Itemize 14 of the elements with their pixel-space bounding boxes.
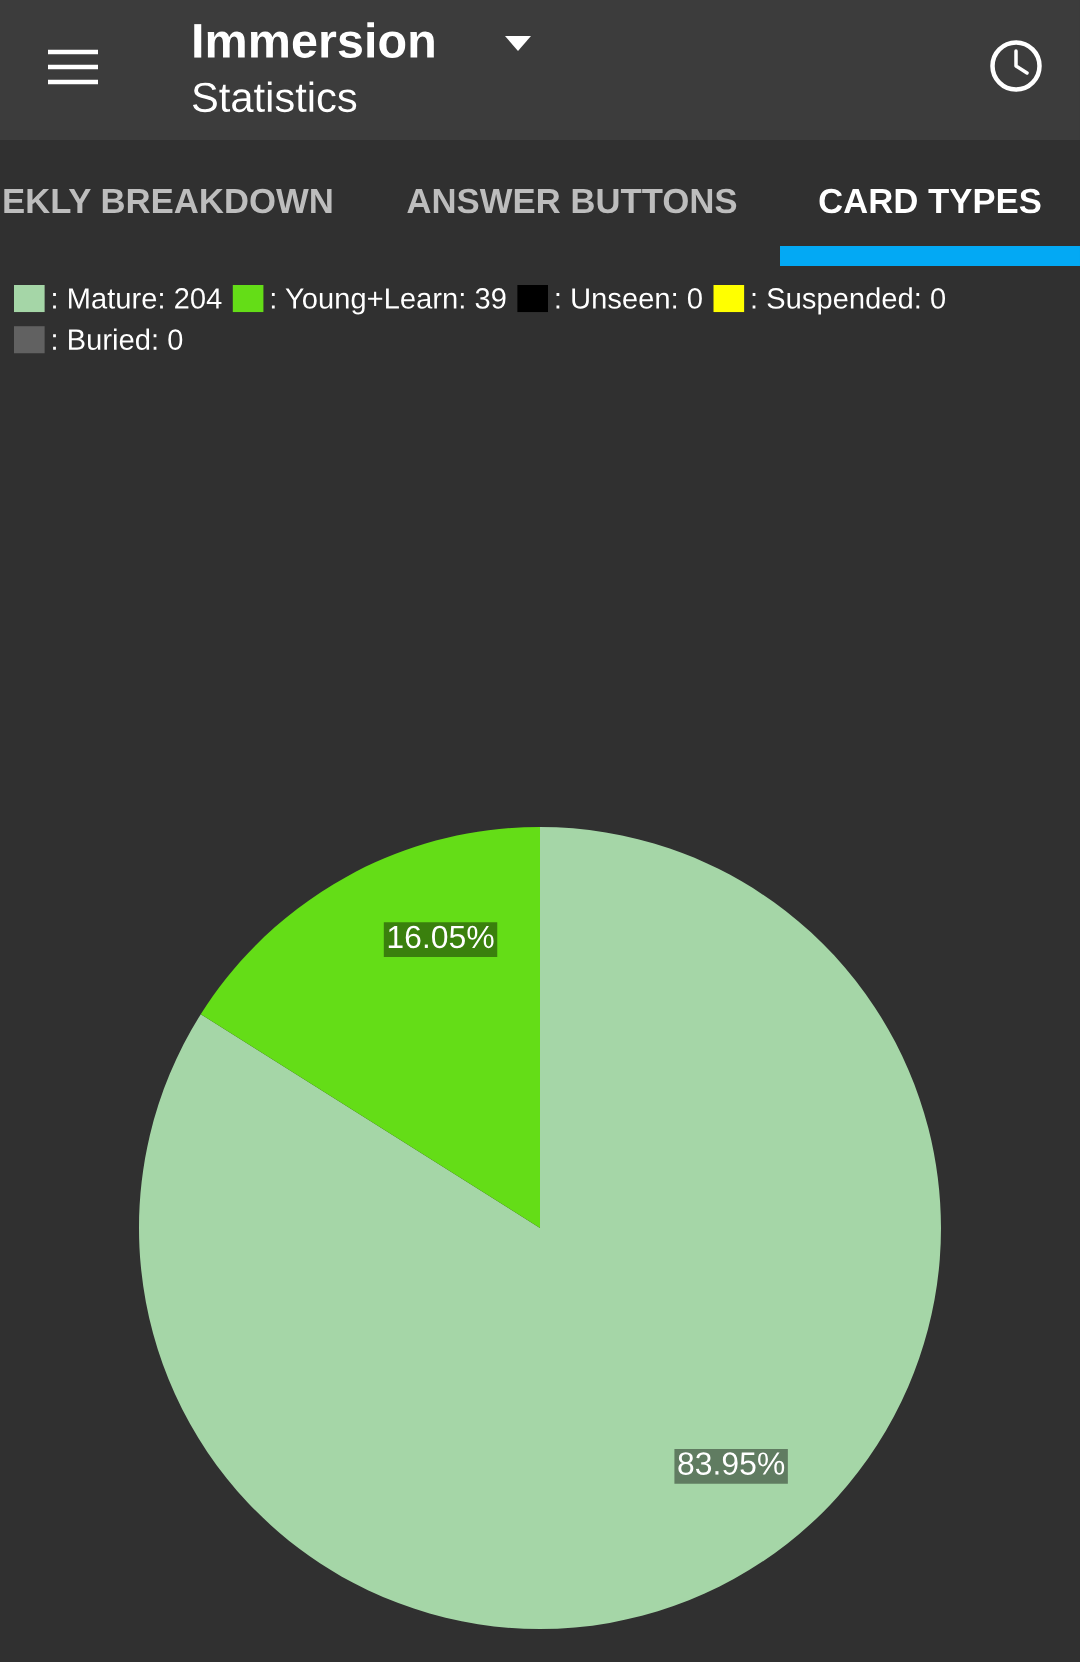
data-label: 16.05% [388, 925, 494, 949]
text: ANSWER BUTTONS [407, 188, 737, 214]
legend-label: : Mature: 204 [53, 288, 222, 309]
chart-title: Immersion [194, 22, 434, 59]
pie-slice [139, 827, 941, 1629]
legend-label: : Unseen: 0 [556, 288, 702, 309]
legend-label: : Young+Learn: 39 [271, 288, 506, 315]
data-label: 83.95% [678, 1452, 785, 1475]
text: EKLY BREAKDOWN [4, 188, 332, 214]
legend-label: : Suspended: 0 [752, 287, 946, 315]
legend-label: : Buried: 0 [53, 328, 183, 350]
text: CARD TYPES [819, 188, 1041, 214]
pie-slice [200, 827, 540, 1228]
chart-subtitle: Statistics [192, 81, 357, 113]
